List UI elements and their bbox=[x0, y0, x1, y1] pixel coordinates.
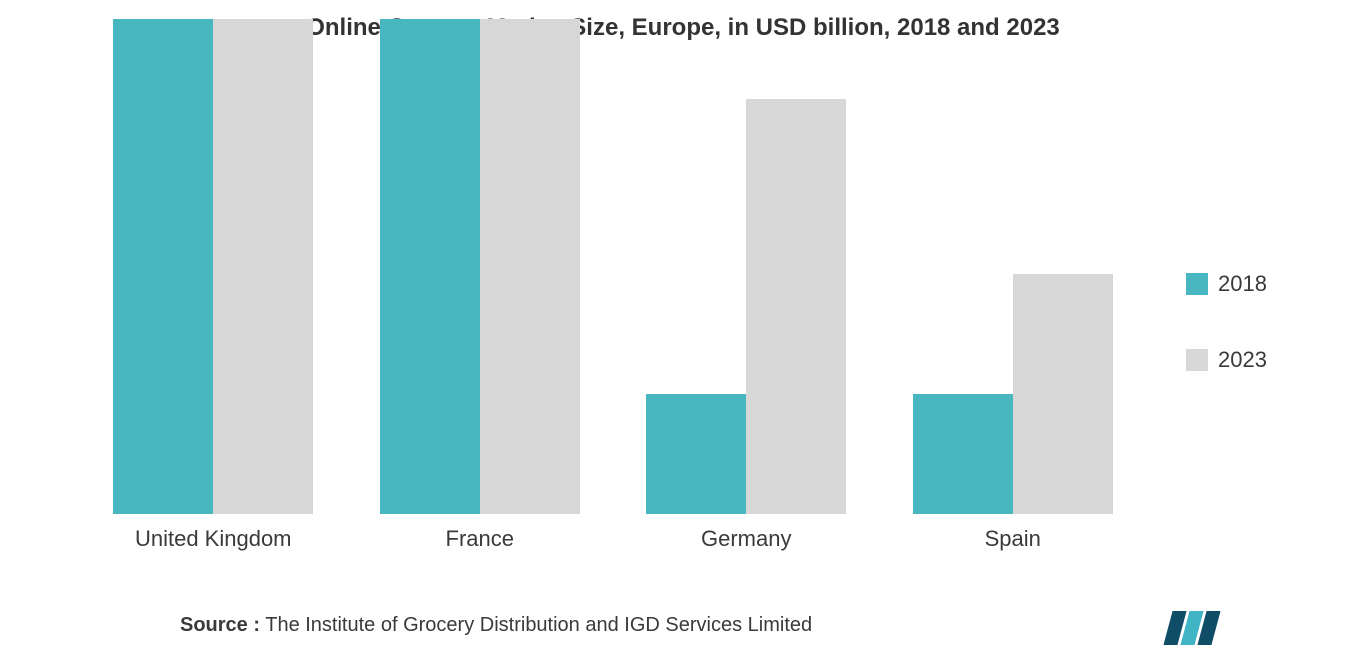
legend: 2018 2023 bbox=[1186, 52, 1326, 592]
bar-group: Germany bbox=[641, 14, 851, 552]
bar bbox=[1013, 274, 1113, 514]
chart-container: Online Grocery Market Size, Europe, in U… bbox=[0, 0, 1366, 655]
bar bbox=[213, 19, 313, 514]
chart-region: United Kingdom France Germany Spain 2018 202… bbox=[40, 52, 1326, 592]
plot-area: United Kingdom France Germany Spain bbox=[40, 52, 1186, 552]
bar bbox=[380, 19, 480, 514]
bar-group: Spain bbox=[908, 14, 1118, 552]
category-label: Germany bbox=[701, 526, 791, 552]
bars bbox=[380, 14, 580, 514]
source-label: Source : bbox=[180, 614, 260, 636]
legend-item: 2023 bbox=[1186, 347, 1326, 373]
bars bbox=[113, 14, 313, 514]
category-label: France bbox=[446, 526, 514, 552]
bar bbox=[113, 19, 213, 514]
bar bbox=[746, 99, 846, 514]
legend-item: 2018 bbox=[1186, 271, 1326, 297]
bars bbox=[646, 14, 846, 514]
legend-swatch-icon bbox=[1186, 349, 1208, 371]
logo-bars-icon bbox=[1163, 611, 1220, 645]
legend-label: 2018 bbox=[1218, 271, 1267, 297]
bars bbox=[913, 14, 1113, 514]
legend-swatch-icon bbox=[1186, 273, 1208, 295]
bar bbox=[480, 19, 580, 514]
source-text: The Institute of Grocery Distribution an… bbox=[265, 614, 812, 636]
brand-logo bbox=[1168, 611, 1216, 645]
bar bbox=[913, 394, 1013, 514]
legend-label: 2023 bbox=[1218, 347, 1267, 373]
source-line: Source : The Institute of Grocery Distri… bbox=[0, 614, 1366, 637]
category-label: Spain bbox=[985, 526, 1041, 552]
bar-group: United Kingdom bbox=[108, 14, 318, 552]
bar bbox=[646, 394, 746, 514]
bar-group: France bbox=[375, 14, 585, 552]
category-label: United Kingdom bbox=[135, 526, 292, 552]
